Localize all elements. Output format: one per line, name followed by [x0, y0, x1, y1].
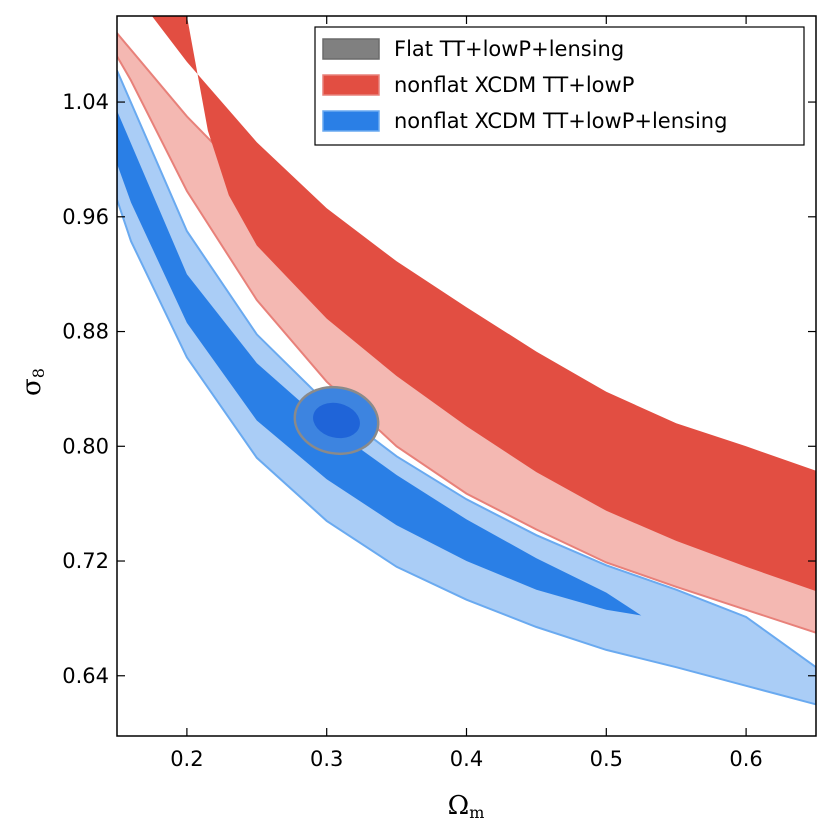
- red-contour-1sigma: [151, 16, 816, 592]
- blue-contour-1sigma: [117, 110, 642, 616]
- y-axis-label: σ8: [17, 368, 48, 396]
- legend-swatch-red: [322, 74, 380, 96]
- contour-layer: [117, 16, 816, 706]
- legend-swatch-flat: [322, 38, 380, 60]
- x-tick-label: 0.2: [170, 747, 203, 771]
- y-tick-label: 0.96: [62, 205, 109, 229]
- x-tick-label: 0.3: [310, 747, 343, 771]
- axis-ticks: 0.2 0.3 0.4 0.5 0.6 0.64 0.72 0.80 0.88 0.96 1.04: [62, 16, 816, 771]
- y-tick-label: 0.80: [62, 434, 109, 458]
- legend-label-red: nonflat XCDM TT+lowP: [394, 73, 634, 97]
- x-tick-label: 0.4: [450, 747, 483, 771]
- y-tick-label: 0.88: [62, 320, 109, 344]
- legend-label-flat: Flat TT+lowP+lensing: [394, 37, 624, 61]
- x-tick-label: 0.6: [729, 747, 762, 771]
- y-tick-label: 0.72: [62, 549, 109, 573]
- x-tick-label: 0.5: [590, 747, 623, 771]
- legend: Flat TT+lowP+lensing nonflat XCDM TT+lowP…: [314, 26, 805, 146]
- legend-box: [314, 26, 805, 146]
- x-axis-label: Ωm: [448, 791, 485, 822]
- legend-swatch-blue: [322, 110, 380, 132]
- legend-label-blue: nonflat XCDM TT+lowP+lensing: [394, 109, 727, 133]
- grey-contour-1sigma: [313, 402, 360, 439]
- y-tick-label: 1.04: [62, 90, 109, 114]
- y-tick-label: 0.64: [62, 664, 109, 688]
